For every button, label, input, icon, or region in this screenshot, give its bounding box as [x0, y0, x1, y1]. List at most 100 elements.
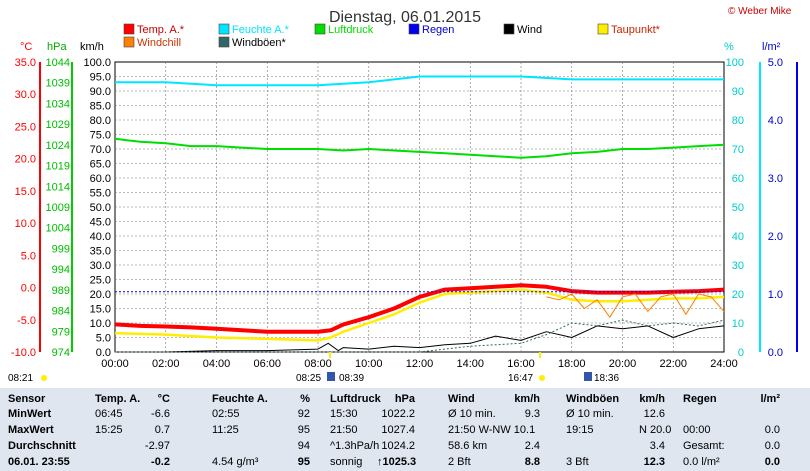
- temp-tick-label: 0.0: [21, 283, 36, 295]
- humidity-tick-label: 50: [732, 202, 744, 214]
- legend-swatch: [597, 23, 609, 35]
- humidity-tick-label: 70: [732, 144, 744, 156]
- x-tick-label: 00:00: [101, 358, 129, 370]
- series-line-tempa: [114, 283, 725, 334]
- table-cell: -2.97: [144, 440, 170, 452]
- legend-label: Temp. A.*: [137, 24, 185, 36]
- legend-label: Wind: [517, 24, 542, 36]
- legend: Temp. A.* Feuchte A.* Luftdruck Regen Wind Ta…: [123, 23, 661, 49]
- table-cell: 0.7: [154, 424, 170, 436]
- wind-tick-label: 45.0: [90, 217, 111, 229]
- pressure-tick-label: 1004: [46, 223, 70, 235]
- wind-tick-label: 85.0: [90, 101, 111, 113]
- table-header: Regen: [683, 393, 717, 405]
- temp-tick-label: 20.0: [15, 154, 36, 166]
- humidity-tick-label: 30: [732, 260, 744, 272]
- table-cell: -6.6: [151, 408, 170, 420]
- x-tick-label: 06:00: [253, 358, 281, 370]
- humidity-tick-label: 80: [732, 115, 744, 127]
- sunrise-time: 08:25: [296, 373, 321, 384]
- noon-sun-icon: [539, 375, 545, 381]
- legend-swatch: [218, 23, 230, 35]
- copyright-label: © Weber Mike: [728, 6, 792, 17]
- table-cell: 92: [297, 408, 310, 420]
- x-tick-label: 20:00: [609, 358, 637, 370]
- x-tick-label: 22:00: [659, 358, 687, 370]
- sunset-time: 18:36: [594, 373, 619, 384]
- table-cell: 12.6: [643, 408, 665, 420]
- temp-tick-label: 30.0: [15, 89, 36, 101]
- marker-left-time: 08:21: [8, 373, 33, 384]
- table-header: %: [300, 393, 310, 405]
- table-cell: 4.54 g/m³: [212, 456, 259, 468]
- wind-tick-label: 95.0: [90, 72, 111, 84]
- rain-tick-label: 2.0: [768, 231, 783, 243]
- x-tick-label: 18:00: [558, 358, 586, 370]
- table-cell: 02:55: [212, 408, 240, 420]
- table-cell: 06:45: [95, 408, 123, 420]
- table-cell: 95: [297, 424, 310, 436]
- sunset-icon: [584, 372, 592, 381]
- table-cell: 0.0 l/m²: [683, 456, 720, 468]
- wind-tick-label: 15.0: [90, 304, 111, 316]
- pressure-tick-label: 984: [52, 306, 70, 318]
- legend-swatch: [503, 23, 515, 35]
- pressure-tick-label: 994: [52, 264, 70, 276]
- table-cell: MaxWert: [8, 424, 54, 436]
- pressure-unit: hPa: [47, 41, 67, 53]
- table-header: Luftdruck: [330, 393, 381, 405]
- stats-table: Sensor Temp. A. °C Feuchte A.% Luftdruck hPa W…: [0, 388, 810, 471]
- table-header: Temp. A.: [95, 393, 141, 405]
- sun-icon: [41, 375, 47, 381]
- legend-label: Windböen*: [232, 37, 287, 49]
- humidity-tick-label: 40: [732, 231, 744, 243]
- table-header: Feuchte A.: [212, 393, 268, 405]
- table-header: Sensor: [8, 393, 46, 405]
- table-cell: 58.6 km: [448, 440, 488, 452]
- wind-tick-label: 55.0: [90, 188, 111, 200]
- series-line-wind: [115, 325, 725, 353]
- table-cell: ^1.3hPa/h: [330, 440, 380, 452]
- table-header: hPa: [394, 393, 415, 405]
- table-cell: 2.4: [524, 440, 540, 452]
- x-tick-label: 12:00: [406, 358, 434, 370]
- x-tick-label: 16:00: [507, 358, 535, 370]
- wind-tick-label: 5.0: [96, 333, 111, 345]
- noon-time: 16:47: [508, 373, 533, 384]
- wind-tick-label: 65.0: [90, 159, 111, 171]
- sunrise2-time: 08:39: [339, 373, 364, 384]
- x-tick-label: 14:00: [456, 358, 484, 370]
- table-header: l/m²: [760, 393, 780, 405]
- table-cell: 06.01. 23:55: [8, 456, 70, 468]
- table-cell: 00:00: [683, 424, 711, 436]
- series-line-windchill: [546, 293, 725, 318]
- humidity-tick-label: 90: [732, 86, 744, 98]
- weather-chart: Dienstag, 06.01.2015 © Weber Mike Temp. …: [8, 6, 798, 384]
- table-cell: 0.0: [764, 440, 780, 452]
- humidity-tick-label: 100: [726, 57, 744, 69]
- pressure-tick-label: 974: [52, 347, 70, 359]
- series-line-windben: [115, 319, 725, 353]
- pressure-tick-label: 1009: [46, 202, 70, 214]
- table-cell: 1022.2: [381, 408, 415, 420]
- table-cell: MinWert: [8, 408, 52, 420]
- axes: °C hPa km/h% l/m² 35.0 30.0 25.0 20.0 15.0 10.0 5.…: [11, 41, 798, 370]
- table-cell: 3 Bft: [566, 456, 589, 468]
- humidity-tick-label: 10: [732, 318, 744, 330]
- legend-swatch: [123, 23, 135, 35]
- temp-tick-label: 15.0: [15, 186, 36, 198]
- rain-tick-label: 1.0: [768, 289, 783, 301]
- humidity-tick-label: 60: [732, 173, 744, 185]
- wind-tick-label: 25.0: [90, 275, 111, 287]
- table-cell: Ø 10 min.: [448, 408, 496, 420]
- rain-unit: l/m²: [762, 41, 781, 53]
- wind-tick-label: 50.0: [90, 202, 111, 214]
- legend-label: Feuchte A.*: [232, 24, 290, 36]
- table-cell: 9.3: [524, 408, 540, 420]
- legend-swatch: [218, 36, 230, 48]
- wind-tick-label: 90.0: [90, 86, 111, 98]
- table-cell: 0.0: [764, 456, 780, 468]
- table-cell: 2 Bft: [448, 456, 471, 468]
- table-cell: 21:50 W-NW 10.1: [448, 424, 536, 436]
- table-cell: 15:30: [330, 408, 358, 420]
